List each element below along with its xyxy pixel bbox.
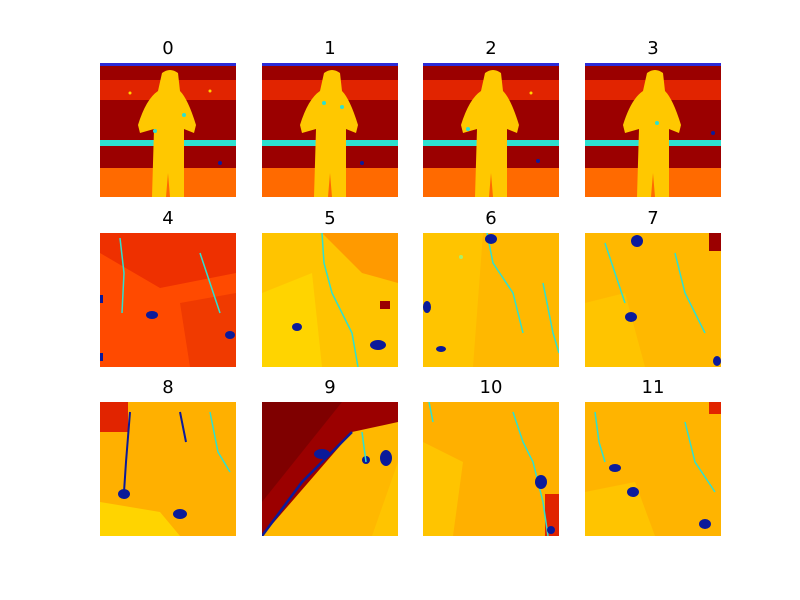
- panel-title: 1: [324, 38, 336, 59]
- depth-image-11: [585, 402, 721, 536]
- panel-title: 9: [324, 377, 336, 398]
- depth-image-9: [262, 402, 398, 536]
- depth-panel-0: 0: [100, 39, 236, 197]
- depth-image-2: [423, 63, 559, 197]
- depth-panel-2: 2: [423, 39, 559, 197]
- depth-panel-7: 7: [585, 209, 721, 367]
- depth-panel-8: 8: [100, 378, 236, 536]
- panel-title: 6: [485, 208, 497, 229]
- panel-title: 10: [479, 377, 503, 398]
- depth-image-3: [585, 63, 721, 197]
- depth-image-10: [423, 402, 559, 536]
- panel-title: 0: [162, 38, 174, 59]
- depth-image-5: [262, 233, 398, 367]
- depth-image-8: [100, 402, 236, 536]
- panel-title: 5: [324, 208, 336, 229]
- panel-title: 11: [641, 377, 665, 398]
- panel-title: 4: [162, 208, 174, 229]
- depth-panel-4: 4: [100, 209, 236, 367]
- panel-title: 3: [647, 38, 659, 59]
- depth-panel-9: 9: [262, 378, 398, 536]
- depth-image-6: [423, 233, 559, 367]
- depth-panel-11: 11: [585, 378, 721, 536]
- depth-image-1: [262, 63, 398, 197]
- panel-title: 7: [647, 208, 659, 229]
- depth-panel-5: 5: [262, 209, 398, 367]
- depth-panel-1: 1: [262, 39, 398, 197]
- panel-title: 8: [162, 377, 174, 398]
- depth-image-4: [100, 233, 236, 367]
- depth-panel-10: 10: [423, 378, 559, 536]
- depth-panel-3: 3: [585, 39, 721, 197]
- panel-title: 2: [485, 38, 497, 59]
- depth-image-7: [585, 233, 721, 367]
- depth-panel-6: 6: [423, 209, 559, 367]
- depth-image-0: [100, 63, 236, 197]
